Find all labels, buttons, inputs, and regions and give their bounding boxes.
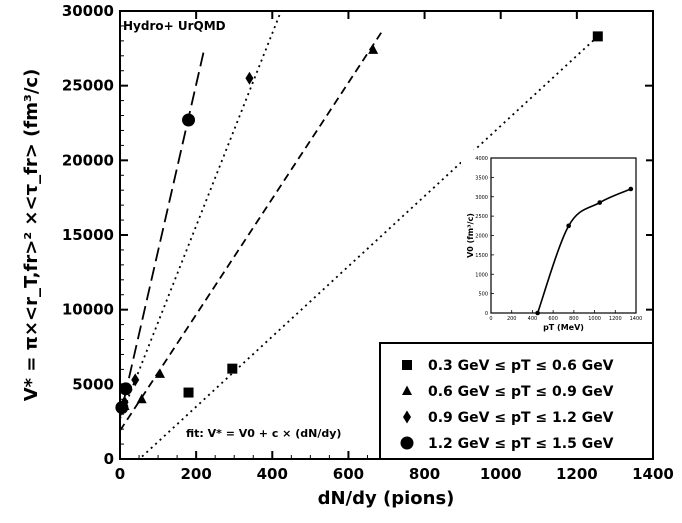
inset-data-point [628,186,634,192]
legend-label-1: 0.3 GeV ≤ pT ≤ 0.6 GeV [428,358,614,374]
inset-y-tick-label: 2500 [475,214,488,220]
inset-y-tick-label: 3000 [475,195,488,201]
inset-x-tick-label: 200 [507,316,517,322]
data-point-series-1 [592,31,603,42]
inset-y-tick-label: 500 [478,292,488,298]
inset-chart: 0 200 400 600 800 1000 1200 1400 0 500 1000 1500 200… [461,150,646,335]
fit-lines [120,13,599,459]
x-axis-ticks: 0 200 400 600 800 1000 1200 1400 [115,11,674,483]
legend-label-3: 0.9 GeV ≤ pT ≤ 1.2 GeV [428,410,614,426]
y-tick-label: 30000 [62,2,114,20]
y-tick-label: 0 [104,450,114,468]
inset-x-tick-label: 1200 [609,316,622,322]
y-tick-label: 20000 [62,151,114,169]
data-point-series-3 [131,373,140,387]
inset-x-tick-label: 800 [569,316,579,322]
x-tick-label: 1200 [556,465,598,483]
x-axis-label: dN/dy (pions) [318,488,455,509]
inset-y-tick-label: 4000 [475,156,488,162]
x-tick-label: 200 [180,465,211,483]
y-tick-label: 5000 [72,375,114,393]
data-point-series-1 [183,387,194,398]
inset-y-tick-label: 0 [485,311,488,317]
data-point-series-2 [368,44,379,54]
legend-marker-2 [402,385,412,395]
inset-data-point [535,310,540,316]
data-point-series-4 [115,400,129,414]
legend-label-4: 1.2 GeV ≤ pT ≤ 1.5 GeV [428,436,614,452]
y-tick-label: 25000 [62,77,114,95]
x-tick-label: 1000 [480,465,522,483]
data-point-series-4 [119,382,133,396]
hydro-annotation: Hydro+ UrQMD [123,19,226,33]
fit-line-2 [120,29,384,432]
data-point-series-2 [154,368,165,378]
fit-annotation: fit: V* = V0 + c × (dN/dy) [186,427,341,440]
x-tick-label: 1400 [632,465,674,483]
inset-x-tick-label: 0 [489,316,492,322]
data-point-series-3 [245,71,254,85]
inset-curve [536,188,632,314]
inset-y-tick-label: 3500 [475,175,488,181]
legend-marker-3 [403,410,411,424]
x-tick-label: 800 [409,465,440,483]
inset-x-tick-label: 1000 [588,316,601,322]
legend-label-2: 0.6 GeV ≤ pT ≤ 0.9 GeV [428,384,614,400]
inset-x-tick-label: 1400 [630,316,643,322]
x-tick-label: 0 [115,465,125,483]
inset-y-tick-label: 2000 [475,234,488,240]
x-tick-label: 600 [333,465,364,483]
fit-line-1 [138,35,599,459]
inset-data-point [566,223,571,229]
data-point-series-2 [136,393,147,404]
inset-x-axis-label: pT (MeV) [543,323,584,332]
inset-background [461,150,646,335]
inset-y-tick-label: 1500 [475,253,488,259]
data-points [115,31,603,414]
inset-data-point [597,200,603,205]
x-tick-label: 400 [257,465,288,483]
legend-marker-1 [402,360,412,370]
y-tick-label: 10000 [62,301,114,319]
inset-x-tick-label: 600 [548,316,558,322]
legend-marker-4 [400,436,414,450]
y-axis-label: V* = π×<r_T,fr>² ×<τ_fr> (fm³/c) [21,69,42,402]
legend: 0.3 GeV ≤ pT ≤ 0.6 GeV 0.6 GeV ≤ pT ≤ 0.9… [379,342,654,460]
inset-y-axis-label: V0 (fm³/c) [466,213,475,258]
data-point-series-1 [227,363,238,374]
inset-y-tick-label: 1000 [475,272,488,278]
inset-x-tick-label: 400 [528,316,538,322]
fit-line-3 [120,13,281,420]
y-tick-label: 15000 [62,226,114,244]
fit-line-4 [120,51,205,418]
legend-box [379,342,654,460]
data-point-series-4 [182,113,196,127]
